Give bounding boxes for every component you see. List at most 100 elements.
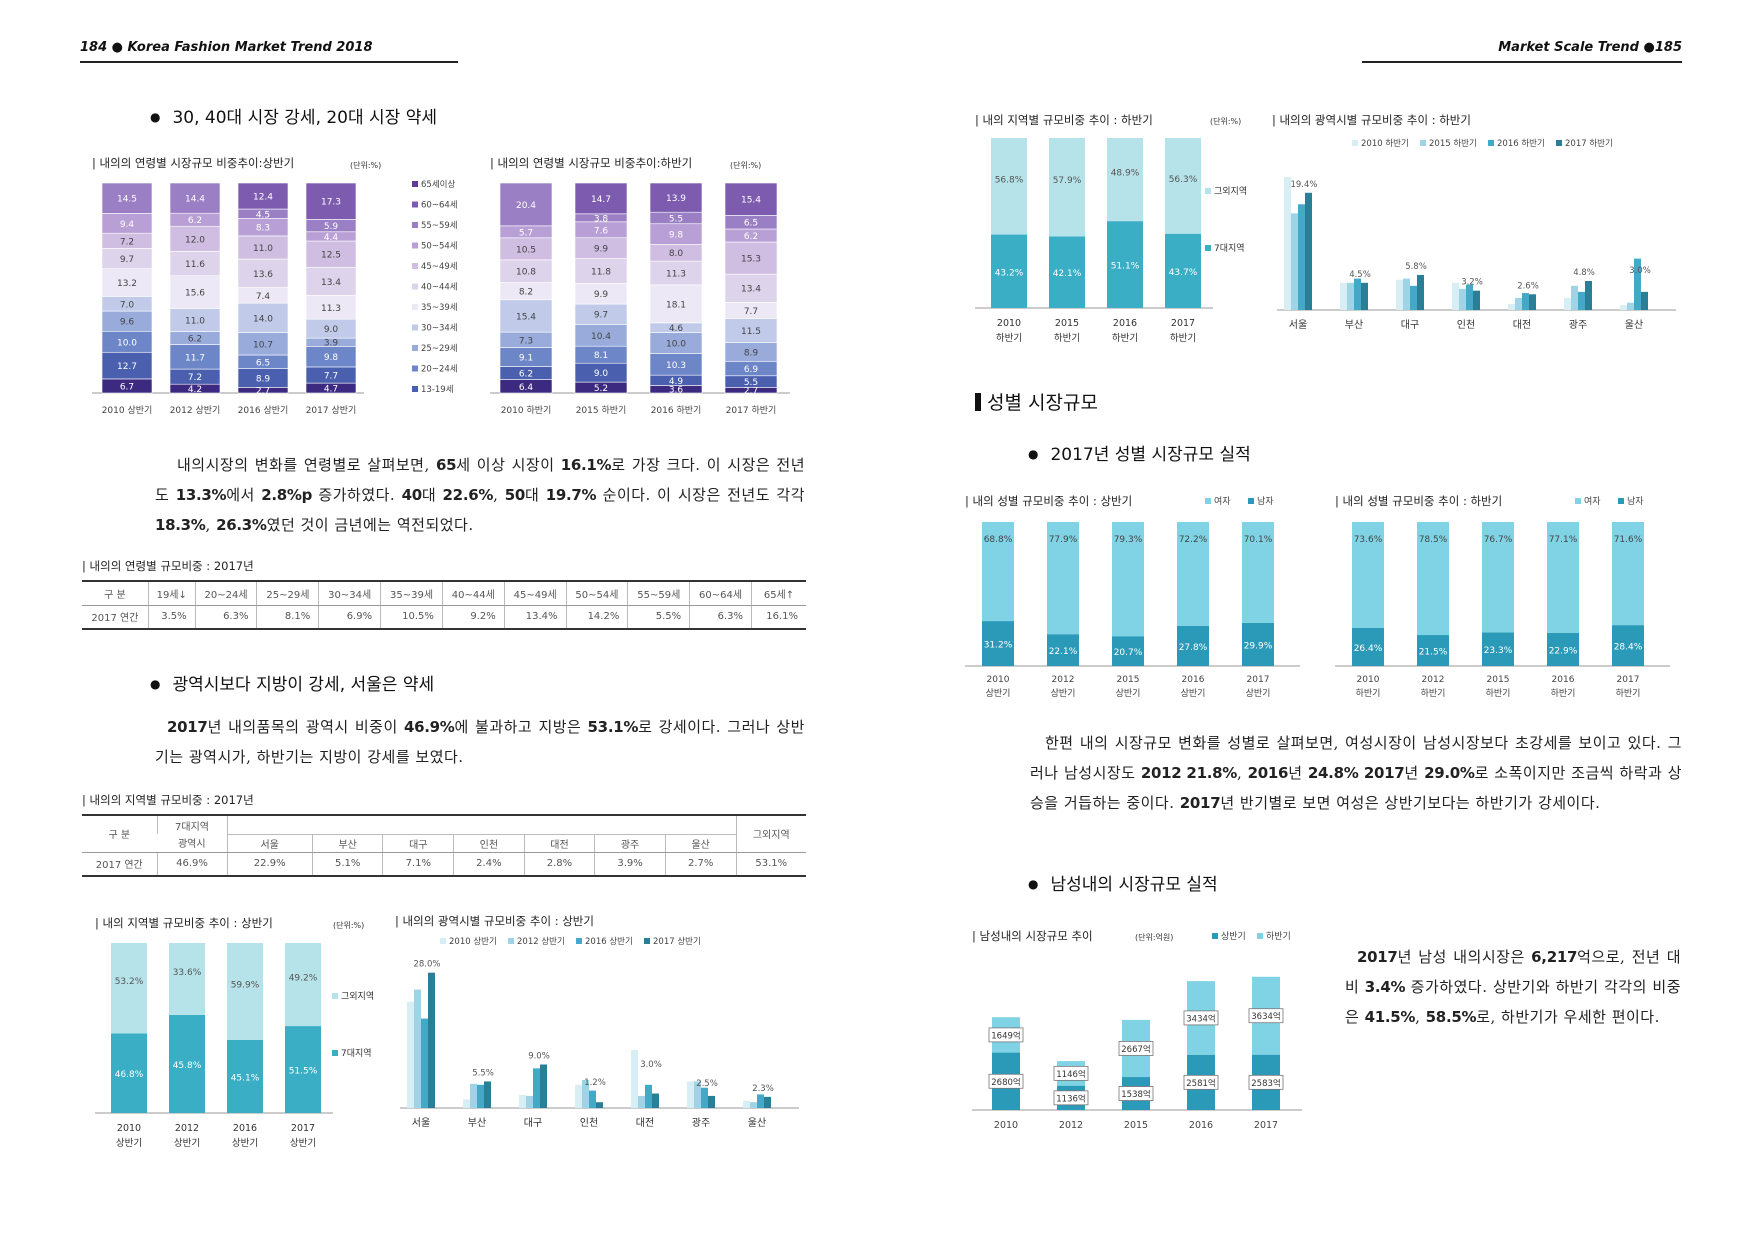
text: 억으로, 전년 대비	[1345, 948, 1681, 996]
female-bar	[1482, 522, 1514, 633]
legend-label: 상반기	[1221, 931, 1246, 942]
bar-label-year: 2017	[1247, 675, 1270, 685]
bullet-heading-men: 남성내의 시장규모 실적	[1028, 870, 1217, 895]
metro-bar	[1396, 279, 1403, 310]
legend-label: 하반기	[1266, 931, 1291, 942]
male-label: 21.5%	[1419, 648, 1448, 658]
female-label: 70.1%	[1244, 535, 1273, 545]
category-label: 인천	[1457, 319, 1475, 331]
segment-label: 17.3	[321, 198, 341, 208]
text: 에서	[226, 486, 262, 504]
h2-value-label: 1146억	[1056, 1069, 1085, 1080]
h1-value-label: 2581억	[1186, 1078, 1215, 1089]
text: 22.6%	[442, 486, 494, 504]
region-h2-title: | 내의 지역별 규모비중 추이 : 하반기	[975, 113, 1153, 127]
td-age-7: 13.4%	[503, 605, 567, 628]
segment-label: 12.4	[253, 193, 273, 203]
h2-value-label: 1649억	[991, 1030, 1020, 1041]
bar-label-half: 상반기	[174, 1138, 200, 1149]
td-age-9: 5.5%	[627, 605, 690, 628]
metro-h1-chart: 2010 상반기 2012 상반기 2016 상반기 2017 상반기 28.0% 서울 5…	[400, 936, 799, 1129]
metro-bar	[1620, 305, 1627, 310]
gender-h1-chart: 여자 남자 31.2% 68.8% 2010 상반기 22.1% 77.9% 2012 상반기 20…	[965, 495, 1300, 699]
male-bar	[1417, 635, 1449, 666]
text: 대	[525, 486, 546, 504]
segment-label: 11.5	[741, 327, 761, 337]
metro-bar	[1508, 303, 1515, 310]
seven-label: 51.5%	[289, 1067, 318, 1077]
segment-label: 5.2	[594, 384, 608, 394]
segment-label: 4.4	[324, 233, 339, 243]
legend-swatch	[1205, 498, 1211, 504]
text: 26.3%	[216, 516, 267, 534]
h2-value-box: 2667억	[1118, 1041, 1154, 1056]
segment-label: 9.7	[594, 311, 608, 321]
metro-bar	[596, 1102, 603, 1108]
female-label: 77.1%	[1549, 535, 1578, 545]
text: 46.9%	[403, 718, 455, 736]
text: 로 소폭이지만 조금씩 하락과 상승을 거듭하는 중이다.	[1030, 764, 1683, 812]
other-region-bar	[169, 943, 205, 1015]
bar-label-year: 2016	[233, 1123, 257, 1134]
age-h2-unit: (단위:%)	[730, 161, 762, 170]
text: 2.8%p	[261, 486, 313, 504]
td-age-6: 9.2%	[441, 605, 505, 628]
age-segment	[169, 182, 221, 214]
metro-bar	[1634, 258, 1641, 310]
metro-bar	[1515, 297, 1522, 310]
metro-bar	[1417, 274, 1424, 310]
bar-label-half: 상반기	[290, 1138, 316, 1149]
bar-label: 2017 상반기	[306, 405, 357, 416]
other-label: 48.9%	[1111, 169, 1140, 179]
legend-label: 2015 하반기	[1429, 138, 1477, 149]
category-label: 울산	[1625, 319, 1643, 331]
legend-swatch	[412, 222, 418, 228]
segment-label: 2.7	[744, 387, 758, 397]
segment-label: 8.9	[256, 374, 271, 384]
bar-label-year: 2015	[1055, 318, 1079, 329]
male-label: 23.3%	[1484, 646, 1513, 656]
metro-value-label: 2.5%	[696, 1079, 718, 1089]
seven-region-bar	[1049, 236, 1085, 308]
metro-bar	[470, 1083, 477, 1108]
female-bar	[1417, 522, 1449, 636]
td-region-8: 2.7%	[664, 852, 736, 875]
text: ,	[493, 486, 505, 504]
segment-label: 9.1	[519, 353, 533, 363]
category-label: 광주	[1569, 319, 1587, 331]
metro-bar	[1564, 297, 1571, 310]
td-region-4: 7.1%	[382, 852, 454, 875]
metro-bar	[631, 1050, 638, 1108]
segment-label: 5.7	[519, 228, 533, 238]
seven-label: 42.1%	[1053, 269, 1082, 279]
segment-label: 15.3	[741, 255, 761, 265]
region-h2-chart: 43.2% 56.8% 2010 하반기 42.1% 57.9% 2015 하반기 51.1% 4…	[975, 138, 1247, 344]
bar-label-year: 2016	[1182, 675, 1205, 685]
female-label: 73.6%	[1354, 535, 1383, 545]
segment-label: 12.0	[185, 235, 205, 245]
header-right: Market Scale Trend ●185	[1498, 40, 1682, 55]
age-h2-title: | 내의의 연령별 시장규모 비중추이:하반기	[490, 156, 693, 170]
year-label: 2016	[1189, 1120, 1213, 1131]
legend-swatch	[1257, 933, 1263, 939]
metro-bar	[701, 1087, 708, 1108]
metro-h2-chart: 2010 하반기 2015 하반기 2016 하반기 2017 하반기 19.4% 서울 4…	[1277, 138, 1676, 331]
seven-region-bar	[111, 1033, 147, 1113]
text: 로, 하반기가 우세한 편이다.	[1476, 1008, 1660, 1026]
text: 로 강세이다. 그러나 상반기는 광역시가, 하반기는 지방이 강세를 보였다.	[155, 718, 805, 766]
legend-label: 45~49세	[421, 262, 458, 272]
other-label: 56.3%	[1169, 175, 1198, 185]
metro-bar	[1298, 204, 1305, 310]
legend-swatch	[412, 386, 418, 392]
metro-bar	[484, 1081, 491, 1108]
male-bar	[1547, 633, 1579, 666]
label-box	[1053, 1065, 1089, 1081]
male-bar	[1482, 632, 1514, 666]
legend-swatch	[1248, 498, 1254, 504]
female-bar	[982, 522, 1014, 622]
segment-label: 4.5	[256, 210, 270, 220]
other-region-bar	[285, 943, 321, 1027]
th-age-0: 구 분	[82, 582, 149, 606]
paragraph-region: 2017년 내의품목의 광역시 비중이 46.9%에 불과하고 지방은 53.1…	[155, 712, 805, 772]
segment-label: 11.0	[253, 244, 273, 254]
